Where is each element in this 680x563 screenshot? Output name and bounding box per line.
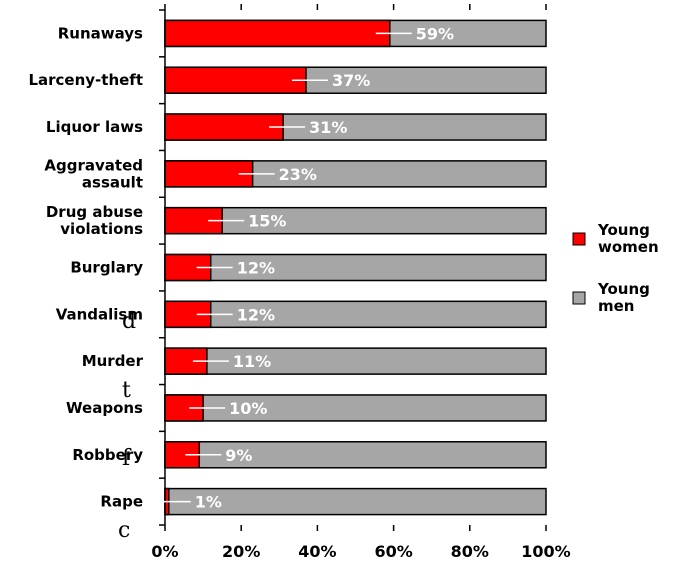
data-label: 12% — [237, 259, 275, 278]
data-labels: 59% 37% 31% 23% 15% 12% 12% 11% 10% 9% 1% — [154, 24, 454, 512]
legend-swatch — [572, 232, 586, 246]
background-fragment: f — [122, 446, 132, 471]
legend-label: Young — [597, 280, 650, 298]
bar-young-women — [164, 19, 391, 48]
x-tick-label: 40% — [298, 542, 336, 561]
category-label: assault — [82, 173, 143, 191]
data-label: 15% — [248, 212, 286, 231]
x-tick-label: 20% — [222, 542, 260, 561]
x-axis: 0% 20% 40% 60% 80% 100% — [151, 4, 571, 561]
legend-swatch — [572, 291, 586, 305]
category-label: Murder — [82, 352, 144, 370]
data-label: 31% — [309, 118, 347, 137]
bar-young-women — [164, 66, 307, 94]
category-label: Aggravated — [44, 156, 143, 174]
data-label: 1% — [195, 493, 222, 512]
category-label: violations — [60, 220, 143, 238]
legend-label: Young — [597, 221, 650, 239]
background-fragment: t — [122, 378, 131, 403]
data-label: 12% — [237, 305, 275, 324]
bar-young-men — [164, 394, 547, 422]
category-label: Burglary — [70, 259, 143, 277]
data-label: 37% — [332, 71, 370, 90]
bar-young-women — [164, 113, 284, 141]
background-text-fragments: d t f c — [118, 309, 136, 543]
category-label: Weapons — [66, 399, 143, 417]
category-label: Rape — [100, 493, 143, 511]
x-tick-label: 100% — [521, 542, 570, 561]
data-label: 11% — [233, 352, 271, 371]
data-label: 9% — [225, 446, 252, 465]
x-tick-label: 0% — [151, 542, 178, 561]
data-label: 59% — [416, 24, 454, 43]
data-label: 10% — [229, 399, 267, 418]
category-labels: Runaways Larceny-theft Liquor laws Aggravat… — [28, 24, 143, 510]
category-label: Robbery — [72, 446, 143, 464]
background-fragment: d — [122, 309, 136, 334]
bar-young-men — [164, 487, 547, 516]
legend-label: women — [598, 238, 659, 256]
bar-young-men — [164, 441, 547, 469]
category-label: Larceny-theft — [28, 71, 143, 89]
category-label: Liquor laws — [46, 118, 143, 136]
category-label: Vandalism — [56, 305, 143, 323]
background-fragment: c — [118, 518, 130, 543]
bars — [164, 19, 547, 516]
data-label: 23% — [279, 165, 317, 184]
category-label: Runaways — [58, 24, 143, 42]
legend-label: men — [598, 297, 634, 315]
x-tick-label: 60% — [374, 542, 412, 561]
category-label: Drug abuse — [46, 203, 143, 221]
x-tick-label: 80% — [451, 542, 489, 561]
